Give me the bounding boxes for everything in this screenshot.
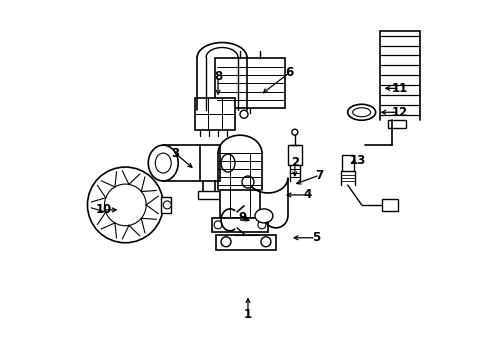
Circle shape: [196, 110, 203, 118]
Ellipse shape: [352, 108, 370, 117]
Circle shape: [163, 201, 171, 209]
Text: 9: 9: [237, 211, 245, 224]
Ellipse shape: [347, 104, 375, 120]
Bar: [195, 98, 235, 130]
Circle shape: [221, 237, 230, 247]
Text: 4: 4: [303, 188, 311, 202]
Circle shape: [261, 237, 270, 247]
Bar: [215, 58, 285, 108]
Bar: [387, 120, 405, 128]
Bar: [287, 145, 301, 165]
Circle shape: [291, 129, 297, 135]
Bar: [200, 145, 220, 181]
Bar: [216, 235, 275, 250]
Ellipse shape: [148, 145, 178, 181]
Ellipse shape: [155, 153, 171, 173]
Text: 1: 1: [244, 308, 251, 321]
Ellipse shape: [254, 209, 272, 223]
Text: 13: 13: [349, 154, 365, 167]
Text: 12: 12: [390, 106, 407, 119]
Bar: [198, 191, 220, 199]
Text: 10: 10: [95, 203, 111, 216]
Text: 5: 5: [311, 231, 319, 244]
Text: 2: 2: [290, 156, 298, 168]
Ellipse shape: [221, 154, 235, 172]
Circle shape: [240, 110, 247, 118]
Circle shape: [258, 221, 265, 229]
Bar: [341, 155, 353, 171]
Text: 11: 11: [390, 82, 407, 95]
Bar: [220, 190, 260, 218]
Text: 7: 7: [315, 168, 323, 181]
Circle shape: [104, 184, 146, 226]
Circle shape: [214, 221, 222, 229]
Bar: [161, 197, 171, 213]
Bar: [381, 199, 397, 211]
Circle shape: [242, 176, 253, 188]
Bar: [212, 218, 267, 232]
Circle shape: [87, 167, 163, 243]
Text: 8: 8: [214, 70, 222, 83]
Text: 3: 3: [171, 147, 179, 159]
Text: 6: 6: [285, 66, 293, 79]
